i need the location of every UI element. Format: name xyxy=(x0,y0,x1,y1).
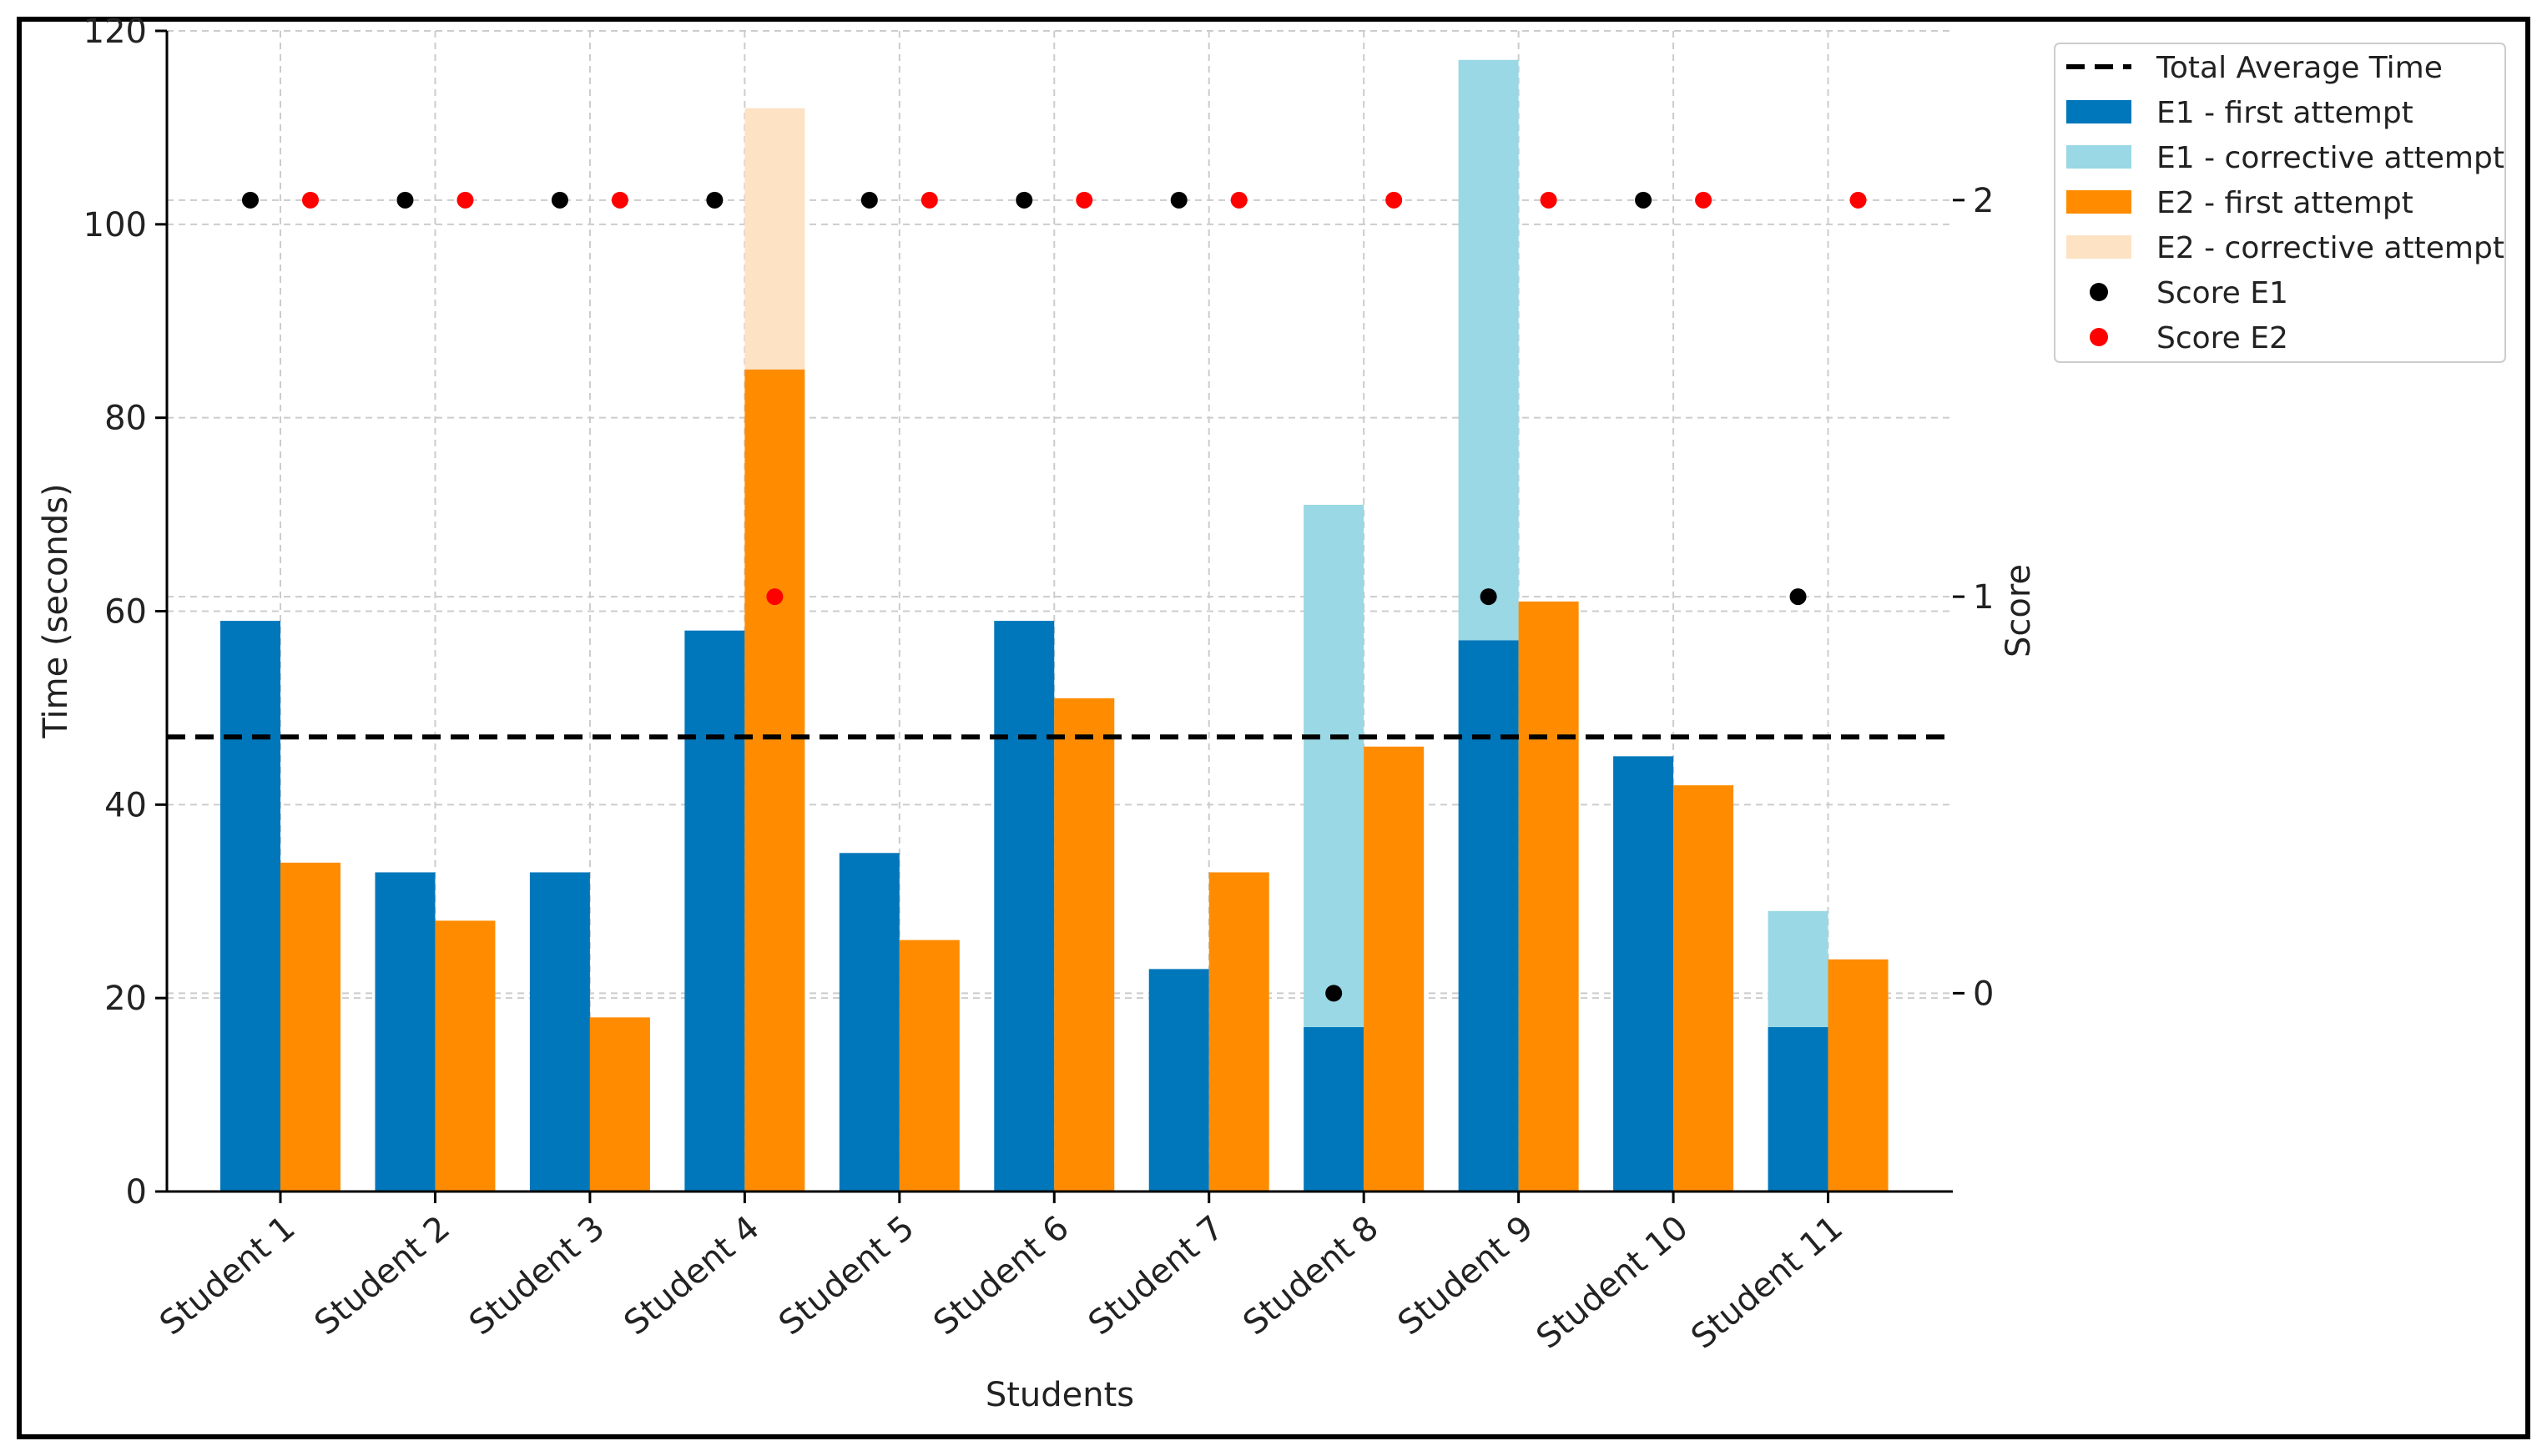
score-e2-dot-student-2 xyxy=(456,191,474,209)
legend-box xyxy=(2054,43,2506,363)
legend-swatch-4 xyxy=(2066,235,2131,259)
score-e2-dot-student-9 xyxy=(1540,191,1557,209)
x-tick-label-7: Student 7 xyxy=(1082,1208,1231,1343)
y-tick-label-80: 80 xyxy=(104,400,147,438)
legend-label-0: Total Average Time xyxy=(2156,51,2443,85)
bar-e2-corrective-student-4 xyxy=(744,108,805,370)
bar-e1-first-student-9 xyxy=(1458,640,1519,1192)
bar-e1-first-student-1 xyxy=(220,621,280,1192)
bar-e1-first-student-3 xyxy=(529,872,590,1192)
legend-label-5: Score E1 xyxy=(2156,276,2288,310)
bar-e1-first-student-8 xyxy=(1304,1026,1364,1192)
bar-e1-corrective-student-8 xyxy=(1304,504,1364,1027)
bar-e2-first-student-5 xyxy=(899,940,960,1192)
x-tick-label-11: Student 11 xyxy=(1684,1208,1850,1356)
bar-e1-corrective-student-9 xyxy=(1458,59,1519,641)
legend-swatch-1 xyxy=(2066,100,2131,123)
y-tick-label-120: 120 xyxy=(83,13,147,51)
score-e1-dot-student-5 xyxy=(860,191,878,209)
bar-e2-first-student-6 xyxy=(1054,698,1115,1192)
legend-swatch-dot-5 xyxy=(2090,283,2108,301)
score-e1-dot-student-2 xyxy=(396,191,414,209)
score-e1-dot-student-11 xyxy=(1789,588,1807,606)
score-e2-dot-student-7 xyxy=(1230,191,1248,209)
x-tick-label-6: Student 6 xyxy=(926,1208,1076,1343)
score-e2-dot-student-3 xyxy=(611,191,628,209)
legend-swatch-2 xyxy=(2066,145,2131,169)
score-e1-dot-student-1 xyxy=(242,191,259,209)
x-tick-label-9: Student 9 xyxy=(1391,1208,1541,1343)
score-e1-dot-student-9 xyxy=(1480,588,1497,606)
legend-label-6: Score E2 xyxy=(2156,321,2288,355)
y2-tick-label-1: 1 xyxy=(1973,578,1994,617)
legend-label-2: E1 - corrective attempt xyxy=(2156,141,2504,175)
y-tick-label-60: 60 xyxy=(104,593,147,632)
score-e1-dot-student-4 xyxy=(706,191,724,209)
x-tick-label-4: Student 4 xyxy=(617,1208,766,1343)
y2-tick-label-2: 2 xyxy=(1973,182,1994,220)
legend-swatch-3 xyxy=(2066,190,2131,214)
score-e1-dot-student-10 xyxy=(1635,191,1652,209)
score-e1-dot-student-7 xyxy=(1170,191,1188,209)
legend: Total Average Time E1 - first attempt E1 -… xyxy=(2054,43,2506,363)
score-e2-dot-student-6 xyxy=(1076,191,1093,209)
bar-e2-first-student-2 xyxy=(435,920,496,1192)
y2-tick-label-0: 0 xyxy=(1973,975,1994,1013)
x-tick-label-3: Student 3 xyxy=(462,1208,612,1343)
bar-e1-first-student-6 xyxy=(994,621,1055,1192)
figure-frame xyxy=(17,17,2530,1439)
score-e1-dot-student-3 xyxy=(551,191,568,209)
bar-e2-first-student-3 xyxy=(589,1017,650,1192)
bar-e1-first-student-4 xyxy=(684,630,745,1192)
score-dots xyxy=(242,191,1867,1002)
legend-label-3: E2 - first attempt xyxy=(2156,186,2413,220)
legend-label-1: E1 - first attempt xyxy=(2156,96,2413,130)
x-axis-label: Students xyxy=(986,1376,1134,1414)
score-e2-dot-student-4 xyxy=(766,588,784,606)
bar-e1-first-student-2 xyxy=(375,872,436,1192)
y-tick-label-100: 100 xyxy=(83,206,147,244)
bar-e1-first-student-7 xyxy=(1148,969,1209,1192)
bar-e1-first-student-5 xyxy=(839,853,900,1192)
bar-e2-first-student-10 xyxy=(1673,785,1734,1192)
score-e2-dot-student-11 xyxy=(1849,191,1867,209)
score-e2-dot-student-1 xyxy=(302,191,319,209)
x-tick-label-1: Student 1 xyxy=(153,1208,302,1343)
legend-swatch-dot-6 xyxy=(2090,328,2108,346)
y-tick-label-0: 0 xyxy=(126,1173,147,1212)
x-tick-label-5: Student 5 xyxy=(772,1208,921,1343)
y2-axis-label: Score xyxy=(2000,564,2038,657)
y-axis-label: Time (seconds) xyxy=(37,483,75,738)
legend-label-4: E2 - corrective attempt xyxy=(2156,231,2504,265)
score-e2-dot-student-8 xyxy=(1385,191,1403,209)
x-tick-label-8: Student 8 xyxy=(1236,1208,1385,1343)
x-tick-label-2: Student 2 xyxy=(307,1208,456,1343)
y-tick-label-20: 20 xyxy=(104,980,147,1018)
y-tick-label-40: 40 xyxy=(104,786,147,824)
score-e1-dot-student-8 xyxy=(1325,985,1343,1002)
bars xyxy=(220,59,1889,1192)
bar-e1-first-student-10 xyxy=(1613,756,1674,1192)
bar-e2-first-student-9 xyxy=(1518,601,1579,1192)
bar-e2-first-student-1 xyxy=(280,862,340,1192)
score-e2-dot-student-5 xyxy=(920,191,938,209)
bar-e1-corrective-student-11 xyxy=(1768,910,1828,1027)
bar-e2-first-student-8 xyxy=(1364,746,1425,1192)
score-e2-dot-student-10 xyxy=(1695,191,1712,209)
bar-e2-first-student-7 xyxy=(1208,872,1269,1192)
bar-e2-first-student-11 xyxy=(1828,959,1889,1192)
score-e1-dot-student-6 xyxy=(1016,191,1033,209)
bar-e1-first-student-11 xyxy=(1768,1026,1828,1192)
bar-e2-first-student-4 xyxy=(744,369,805,1192)
x-tick-label-10: Student 10 xyxy=(1530,1208,1696,1356)
